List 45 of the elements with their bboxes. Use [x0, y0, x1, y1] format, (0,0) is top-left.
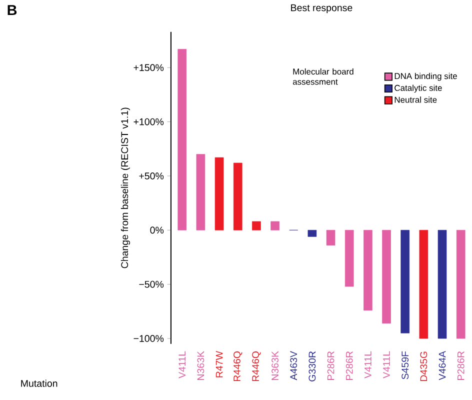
x-tick-label: V411L [178, 351, 186, 378]
y-tick-label: +100% [134, 118, 164, 126]
bar [419, 230, 428, 339]
bar [400, 230, 410, 334]
x-tick-label: R446Q [234, 351, 242, 381]
bar [344, 230, 354, 287]
legend-label: Neutral site [394, 96, 437, 103]
y-axis-title: Change from baseline (RECIST v1.1) [120, 108, 130, 268]
y-tick-label: +150% [134, 64, 164, 71]
x-tick-label: S459F [402, 351, 409, 380]
bar [214, 157, 224, 230]
bar [326, 230, 336, 246]
x-tick-label: V411L [383, 351, 390, 378]
bar [196, 154, 206, 230]
bar [308, 230, 317, 237]
bar [382, 230, 391, 324]
legend-label: Catalytic site [394, 84, 442, 92]
x-tick-label: P286R [327, 351, 334, 380]
x-tick-label: R47W [216, 350, 223, 378]
bar [270, 221, 280, 230]
y-tick-label: 0% [150, 226, 164, 234]
y-tick-label: −100% [134, 334, 164, 342]
bar [438, 230, 447, 339]
y-tick-label: −50% [139, 280, 164, 288]
x-tick-label: N363K [197, 350, 204, 380]
x-tick-label: A463V [290, 350, 298, 380]
x-tick-label: V411L [364, 351, 372, 378]
x-tick-label: N363K [272, 350, 278, 380]
x-tick-label: D435G [420, 352, 428, 381]
bar [252, 221, 261, 230]
bar [456, 230, 466, 339]
bar [364, 230, 372, 310]
x-tick-label: P286R [457, 351, 464, 380]
y-tick-label: +50% [139, 172, 164, 180]
text: B [8, 4, 17, 15]
bar [233, 162, 242, 230]
x-tick-label: R446Q [252, 351, 261, 381]
x-tick-label: P286R [346, 351, 353, 380]
legend-title: Molecular board assessment [292, 68, 354, 85]
x-tick-label: G330R [308, 351, 316, 382]
bar [178, 48, 187, 230]
legend-label: DNA binding site [394, 72, 457, 81]
text: Mutation [21, 380, 58, 387]
chart-title: Best response [291, 4, 352, 14]
x-tick-label: V464A [438, 350, 446, 380]
